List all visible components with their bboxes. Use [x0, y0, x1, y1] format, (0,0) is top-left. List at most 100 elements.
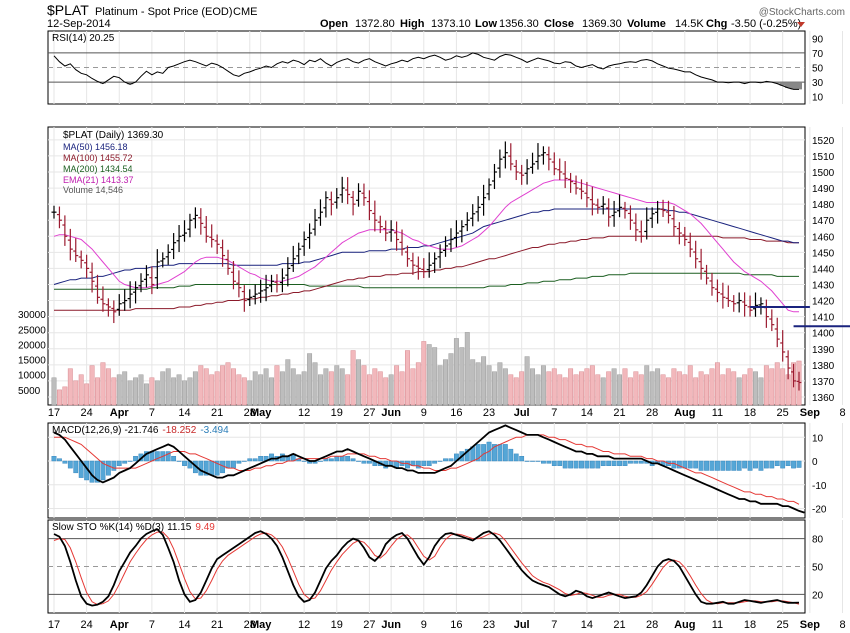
price-bar [225, 249, 231, 275]
x-axis-label: Apr [110, 619, 130, 631]
volume-bar [481, 356, 487, 406]
macd-histogram-bar [492, 444, 497, 462]
macd-tick: 0 [812, 457, 818, 468]
macd-histogram-bar [464, 448, 470, 462]
macd-histogram-bar [508, 448, 514, 462]
price-bar [377, 215, 383, 234]
price-bar [649, 207, 655, 228]
ema21-line [53, 179, 799, 313]
volume-bar [274, 365, 280, 406]
volume-bar [508, 374, 514, 406]
x-axis-label: 21 [613, 619, 625, 631]
volume-bar [394, 365, 400, 406]
price-tick: 1440 [812, 264, 835, 275]
price-bar [742, 292, 748, 317]
price-bar [709, 272, 715, 296]
sto-tick: 50 [812, 563, 824, 574]
price-tick: 1470 [812, 216, 835, 227]
x-axis-label: 14 [178, 407, 190, 419]
price-bar [269, 274, 275, 293]
price-tick: 1410 [812, 313, 835, 324]
macd-histogram-bar [127, 460, 133, 462]
price-bar [328, 191, 334, 216]
volume-bar [742, 374, 748, 406]
x-axis-label: 14 [581, 619, 593, 631]
volume-bar [671, 368, 677, 406]
volume-bar [562, 377, 568, 406]
price-bar [301, 231, 307, 256]
x-axis-label: 23 [483, 407, 495, 419]
x-axis-label: 23 [483, 619, 495, 631]
chart-date: 12-Sep-2014 [47, 18, 111, 30]
macd-histogram-bar [551, 460, 557, 466]
price-bar [426, 252, 432, 278]
price-bar [589, 186, 595, 216]
macd-histogram-bar [638, 460, 644, 464]
volume-bar [627, 377, 633, 406]
macd-histogram-bar [236, 460, 242, 464]
volume-bar [666, 377, 671, 406]
volume-bar [328, 371, 334, 406]
price-bar [687, 232, 693, 258]
volume-bar [236, 374, 242, 406]
price-bar [95, 274, 101, 304]
volume-bar [247, 380, 253, 406]
volume-bar [687, 365, 693, 406]
price-bar [258, 279, 264, 303]
price-bar [464, 212, 470, 232]
macd-histogram-bar [415, 460, 421, 469]
macd-histogram-bar [704, 460, 709, 471]
volume-bar [676, 371, 682, 406]
volume-bar [502, 368, 508, 406]
volume-bar [492, 371, 497, 406]
price-bar [285, 257, 291, 287]
macd-histogram-bar [502, 444, 508, 462]
volume-bar [258, 374, 264, 406]
symbol-title: $PLAT [47, 2, 89, 18]
macd-histogram-bar [171, 456, 177, 462]
x-axis-label: Aug [674, 619, 695, 631]
macd-histogram-bar [116, 460, 122, 466]
price-bar [796, 371, 802, 391]
price-bar [459, 220, 465, 243]
price-bar [535, 143, 541, 170]
volume-tick: 10000 [18, 371, 46, 382]
price-bar [143, 265, 149, 288]
volume-bar [388, 374, 394, 406]
volume-bar [769, 368, 775, 406]
volume-bar [122, 371, 128, 406]
price-bar [682, 226, 688, 246]
macd-histogram-bar [318, 460, 323, 462]
volume-bar [307, 353, 313, 406]
price-bar [51, 205, 57, 219]
x-axis-label: 17 [48, 619, 60, 631]
price-bar [486, 178, 492, 201]
volume-tick: 20000 [18, 340, 46, 351]
price-bar [78, 250, 84, 269]
macd-histogram-bar [241, 460, 247, 462]
rsi-tick: 70 [812, 49, 824, 60]
macd-histogram-bar [513, 453, 519, 462]
macd-value: -21.746 [124, 425, 158, 436]
volume-bar [105, 368, 111, 406]
macd-histogram-bar [633, 460, 639, 464]
price-bar [714, 279, 720, 303]
histogram-value: -3.494 [200, 425, 229, 436]
chg-label: Chg [706, 18, 727, 30]
x-axis-label: 28 [244, 619, 256, 631]
volume-bar [410, 368, 416, 406]
high-value: 1373.10 [431, 18, 471, 30]
macd-line [53, 424, 805, 514]
volume-bar [540, 365, 546, 406]
price-bar [568, 172, 574, 193]
price-bar [584, 181, 590, 208]
volume-bar [192, 371, 198, 406]
macd-tick: -10 [812, 481, 827, 492]
volume-bar [725, 368, 731, 406]
price-bar [481, 184, 487, 216]
price-bar [491, 163, 497, 190]
macd-histogram-bar [62, 460, 68, 464]
price-bar [116, 294, 122, 316]
price-bar [388, 220, 394, 242]
